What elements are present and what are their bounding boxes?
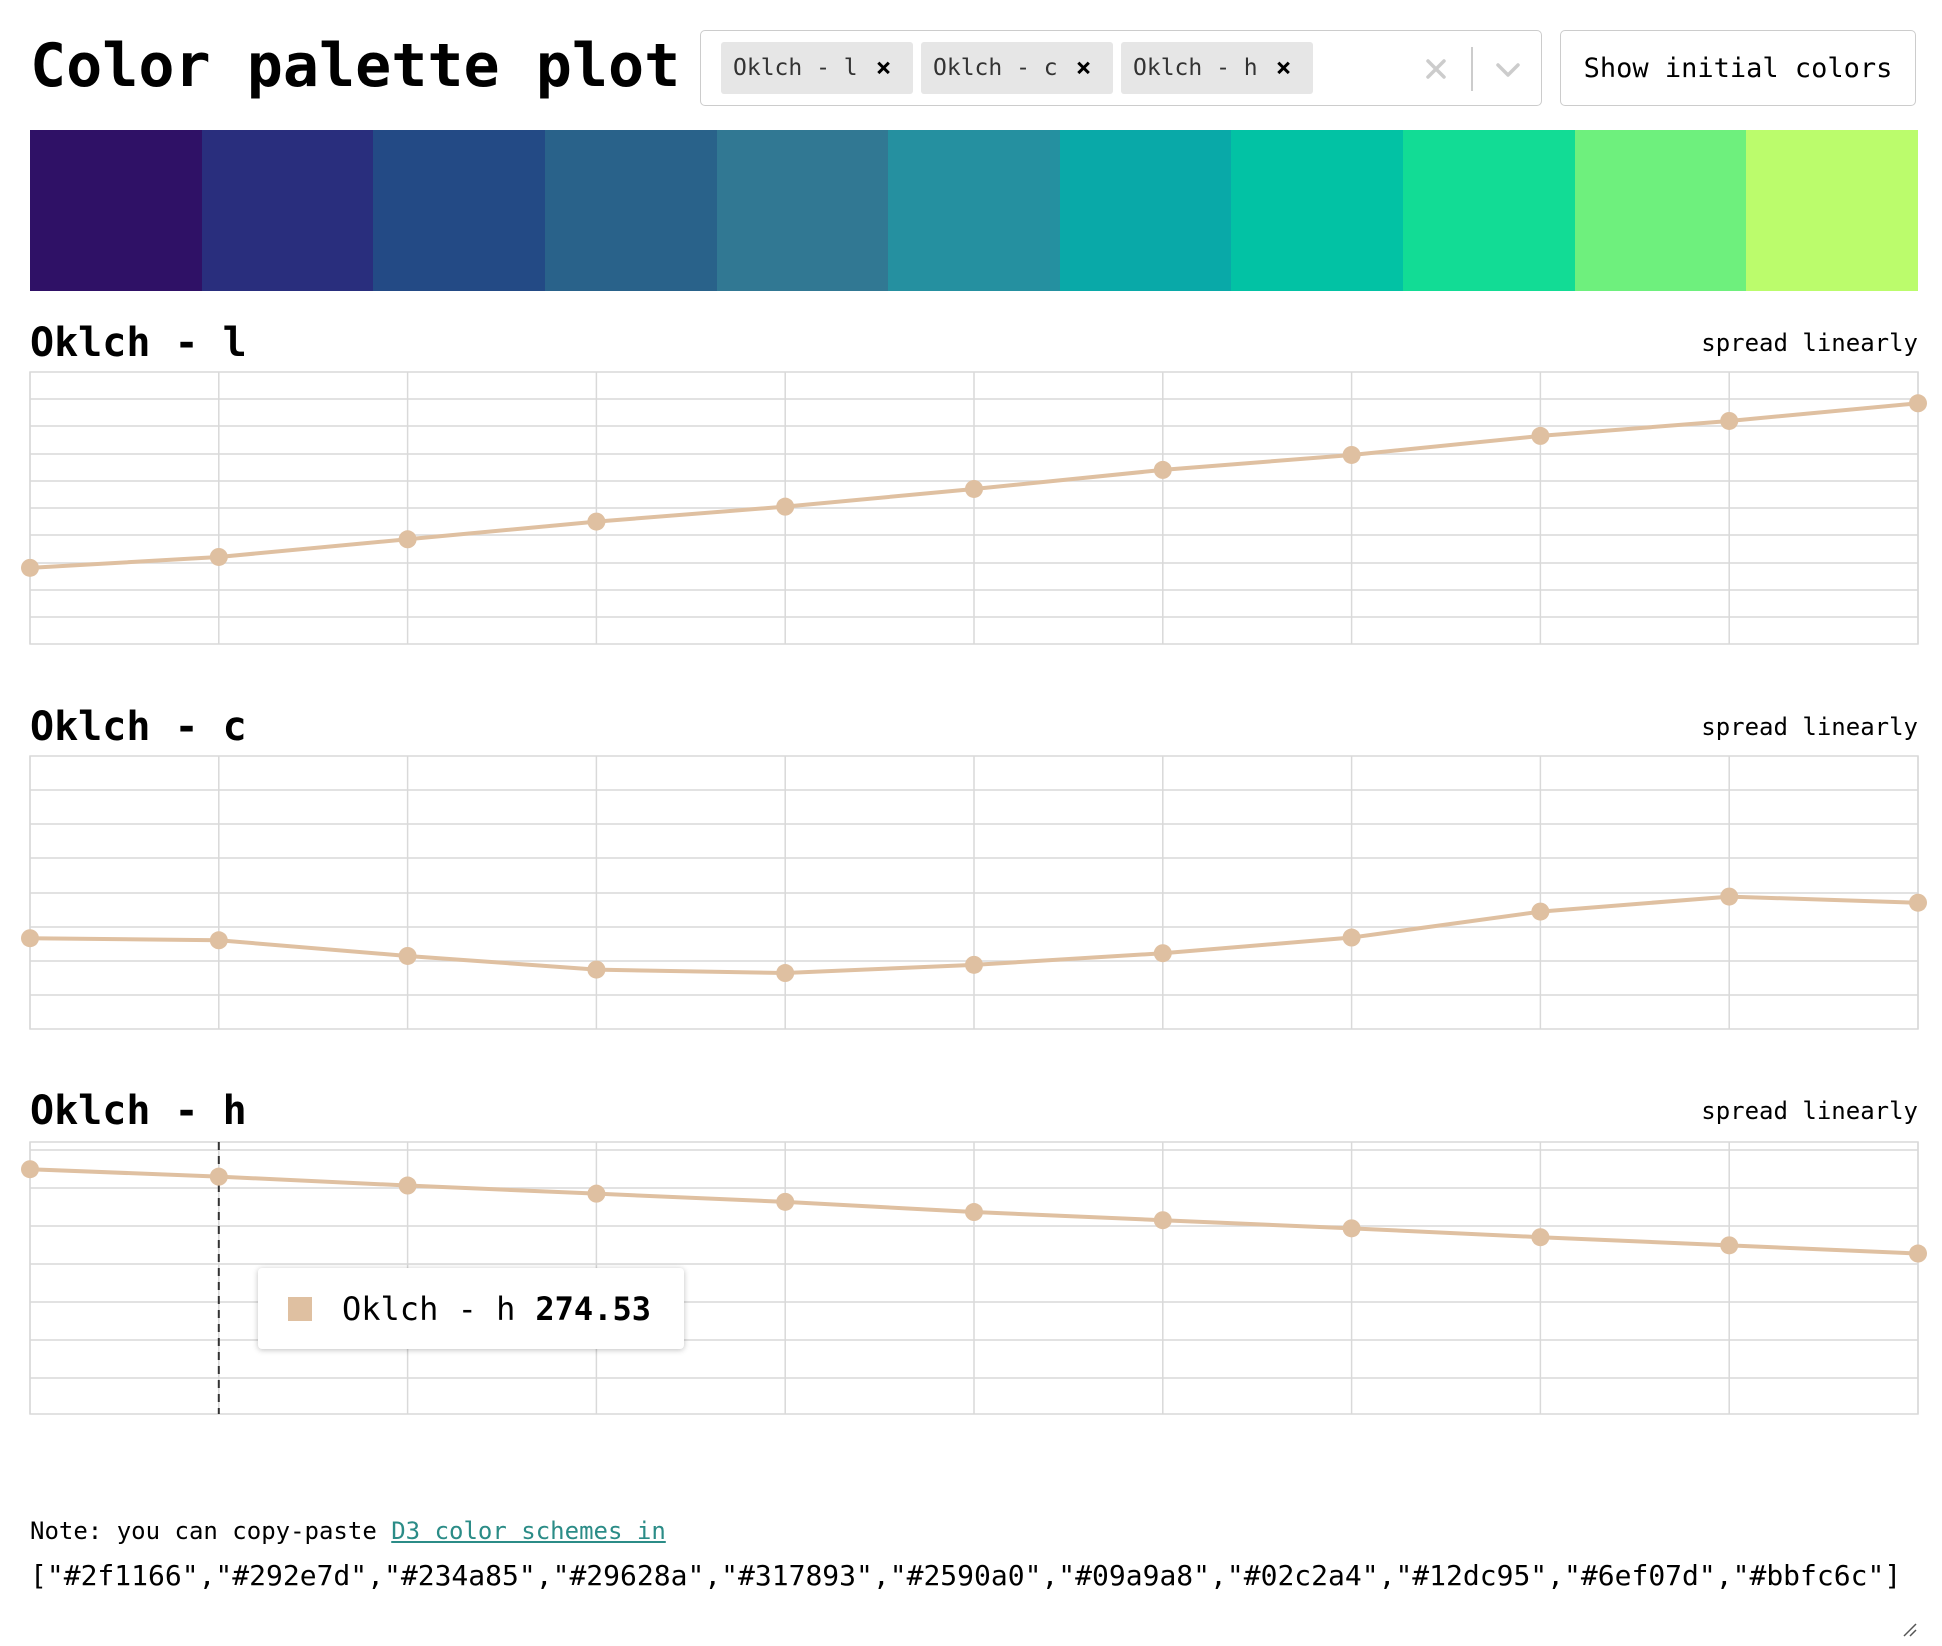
palette-swatch-4 [716, 130, 889, 291]
data-point-1-9 [1720, 887, 1739, 906]
data-point-2-10 [1909, 1244, 1927, 1263]
data-point-1-6 [1153, 944, 1172, 963]
data-point-2-0 [21, 1160, 39, 1179]
data-point-1-8 [1531, 902, 1550, 921]
note-text: Note: you can copy-paste D3 color scheme… [30, 1516, 666, 1546]
data-point-0-3 [587, 512, 606, 531]
show-initial-colors-button[interactable]: Show initial colors [1560, 30, 1916, 106]
channel-multiselect[interactable]: Oklch - l × Oklch - c × Oklch - h × [700, 30, 1542, 106]
palette-swatch-6 [1059, 130, 1232, 291]
chart-title-oklch-l: Oklch - l [30, 320, 247, 366]
data-point-2-1 [209, 1167, 228, 1186]
palette-swatch-5 [888, 130, 1060, 291]
select-divider [1471, 47, 1473, 91]
palette-swatch-3 [544, 130, 717, 291]
plot-frame-1 [29, 755, 1919, 1030]
chip-oklch-c: Oklch - c × [921, 42, 1113, 94]
chart-title-oklch-h: Oklch - h [30, 1088, 247, 1134]
d3-color-schemes-link[interactable]: D3 color schemes in [391, 1517, 666, 1545]
data-point-0-0 [21, 558, 39, 577]
chip-oklch-l: Oklch - l × [721, 42, 913, 94]
chip-label: Oklch - l [733, 55, 858, 81]
chip-label: Oklch - h [1133, 55, 1258, 81]
clear-selection-icon[interactable] [1416, 47, 1456, 91]
data-point-0-4 [776, 497, 795, 516]
chart-title-oklch-c: Oklch - c [30, 704, 247, 750]
data-point-0-10 [1909, 394, 1927, 413]
data-point-0-7 [1342, 445, 1361, 464]
data-point-0-6 [1153, 460, 1172, 479]
data-point-1-2 [398, 946, 417, 965]
page-title: Color palette plot [30, 31, 681, 101]
colors-output-text[interactable]: ["#2f1166","#292e7d","#234a85","#29628a"… [30, 1559, 1902, 1592]
data-point-1-7 [1342, 928, 1361, 947]
data-point-0-9 [1720, 411, 1739, 430]
spread-linearly-c-link[interactable]: spread linearly [1701, 713, 1918, 741]
data-point-0-8 [1531, 426, 1550, 445]
data-point-2-5 [965, 1203, 983, 1222]
plot-frame-2 [29, 1141, 1919, 1415]
data-point-1-4 [776, 964, 795, 983]
note-prefix: Note: you can copy-paste [30, 1517, 392, 1545]
spread-linearly-l-link[interactable]: spread linearly [1701, 329, 1918, 357]
data-point-1-5 [965, 955, 983, 974]
data-point-1-3 [587, 960, 606, 979]
data-point-2-6 [1153, 1211, 1172, 1230]
data-point-1-0 [21, 929, 39, 948]
palette-swatch-1 [201, 130, 374, 291]
resize-handle-icon[interactable] [1900, 1620, 1918, 1638]
remove-chip-oklch-c-icon[interactable]: × [1075, 53, 1092, 83]
chip-oklch-h: Oklch - h × [1121, 42, 1313, 94]
data-point-2-3 [587, 1184, 606, 1203]
data-point-0-5 [965, 479, 983, 498]
palette-swatch-10 [1746, 130, 1919, 291]
remove-chip-oklch-l-icon[interactable]: × [875, 53, 892, 83]
data-point-2-7 [1342, 1219, 1361, 1238]
data-point-2-8 [1531, 1228, 1550, 1247]
data-point-2-2 [398, 1176, 417, 1195]
chip-label: Oklch - c [933, 55, 1058, 81]
palette-swatch-7 [1231, 130, 1404, 291]
plot-frame-0 [29, 371, 1919, 645]
data-point-1-10 [1909, 893, 1927, 912]
palette-swatch-0 [30, 130, 202, 291]
data-point-2-4 [776, 1192, 795, 1211]
palette-swatch-9 [1574, 130, 1747, 291]
tooltip-label: Oklch - h [342, 1289, 516, 1328]
tooltip-swatch [288, 1296, 312, 1321]
tooltip-value: 274.53 [535, 1289, 651, 1328]
data-point-0-1 [209, 547, 228, 566]
chevron-down-icon[interactable] [1486, 47, 1530, 91]
chart-tooltip: Oklch - h 274.53 [258, 1268, 684, 1349]
palette-strip [30, 130, 1919, 291]
data-point-1-1 [209, 931, 228, 950]
spread-linearly-h-link[interactable]: spread linearly [1701, 1097, 1918, 1125]
palette-swatch-2 [373, 130, 545, 291]
palette-swatch-8 [1403, 130, 1575, 291]
data-point-0-2 [398, 530, 417, 549]
remove-chip-oklch-h-icon[interactable]: × [1275, 53, 1292, 83]
data-point-2-9 [1720, 1236, 1739, 1255]
